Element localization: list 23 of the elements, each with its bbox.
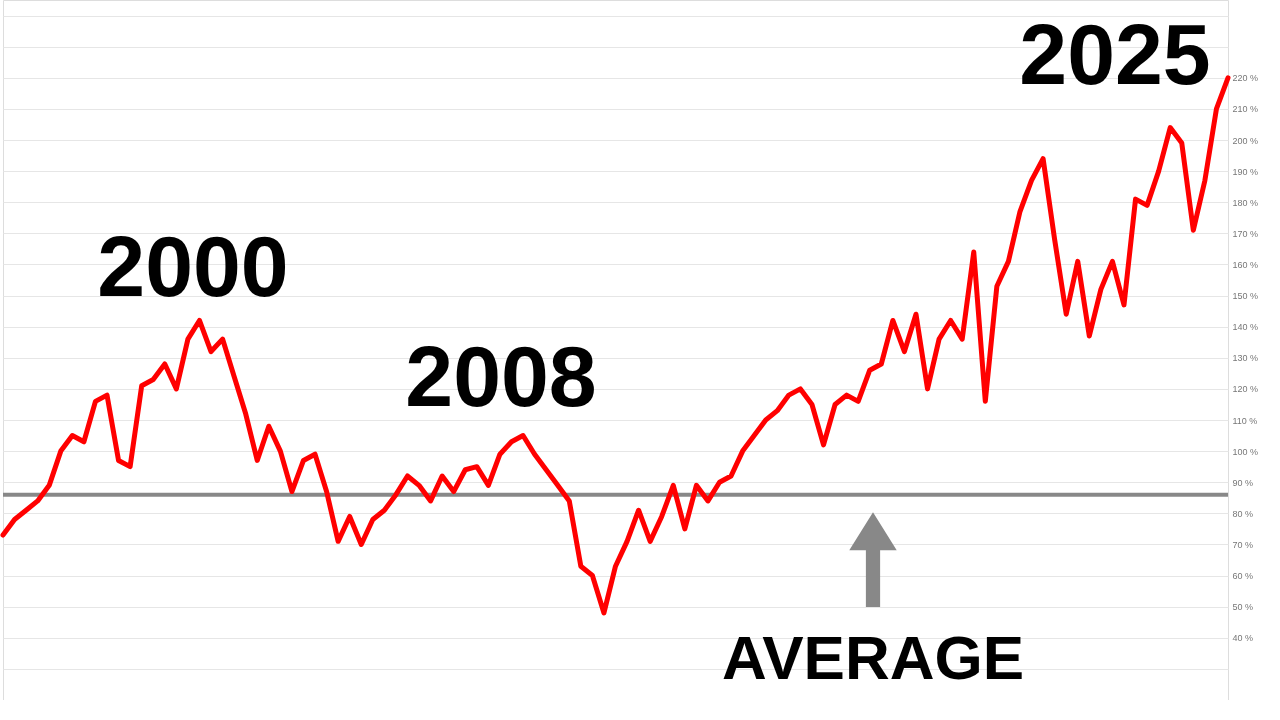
- y-tick-label: 220 %: [1232, 73, 1259, 84]
- y-tick-label: 190 %: [1232, 166, 1259, 177]
- annotation: 2008: [405, 328, 597, 424]
- y-tick-label: 70 %: [1232, 539, 1254, 550]
- annotation: 2025: [1019, 6, 1211, 102]
- y-tick-label: 80 %: [1232, 508, 1254, 519]
- y-tick-label: 180 %: [1232, 197, 1259, 208]
- legend-label: AVERAGE: [721, 622, 1025, 692]
- y-tick-label: 170 %: [1232, 228, 1259, 239]
- y-tick-label: 160 %: [1232, 259, 1259, 270]
- y-tick-label: 90 %: [1232, 477, 1254, 488]
- annotation: 2000: [97, 218, 289, 314]
- y-tick-label: 110 %: [1232, 415, 1258, 426]
- y-tick-label: 200 %: [1232, 135, 1259, 146]
- y-tick-label: 130 %: [1232, 353, 1259, 364]
- y-tick-label: 120 %: [1232, 384, 1259, 395]
- y-tick-label: 140 %: [1232, 322, 1259, 333]
- y-tick-label: 50 %: [1232, 602, 1254, 613]
- y-tick-label: 40 %: [1232, 633, 1254, 644]
- y-tick-label: 150 %: [1232, 291, 1259, 302]
- y-tick-label: 100 %: [1232, 446, 1259, 457]
- y-tick-label: 60 %: [1232, 571, 1254, 582]
- y-tick-label: 210 %: [1232, 104, 1259, 115]
